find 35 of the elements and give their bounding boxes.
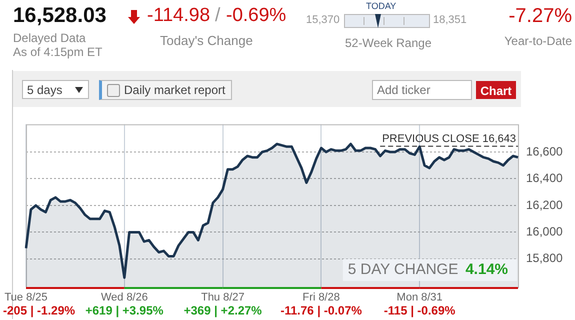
text: 15,370 bbox=[306, 14, 340, 26]
text: Daily market report bbox=[99, 80, 232, 100]
y-tick-label: 16,200 bbox=[526, 198, 564, 212]
ref-line-label: PREVIOUS CLOSE 16,643 bbox=[382, 132, 516, 145]
y-tick-label: 16,400 bbox=[526, 171, 564, 186]
text: -0.69% bbox=[226, 5, 286, 27]
annotation: 4.14% bbox=[465, 261, 508, 278]
x-tick-label: Tue 8/25 bbox=[4, 292, 48, 304]
x-tick-label: Mon 8/31 bbox=[396, 292, 443, 304]
text: / bbox=[215, 5, 220, 27]
text: Add ticker bbox=[372, 80, 472, 100]
text: Today's Change bbox=[160, 33, 253, 48]
text: Year-to-Date bbox=[504, 34, 572, 48]
text: Delayed Data bbox=[13, 31, 86, 45]
text: -7.27% bbox=[508, 5, 572, 28]
text: 16,528.03 bbox=[13, 4, 106, 28]
x-tick-label: Thu 8/27 bbox=[201, 292, 245, 304]
annotation: 5 DAY CHANGE bbox=[348, 261, 458, 278]
text: 52-Week Range bbox=[345, 36, 432, 50]
text: -11.76 | -0.07% bbox=[280, 303, 362, 318]
y-tick-label: 16,000 bbox=[526, 224, 564, 239]
text: TODAY bbox=[366, 1, 396, 11]
y-tick-label: 16,600 bbox=[526, 144, 564, 158]
text: -114.98 bbox=[147, 5, 210, 27]
x-tick-label: Fri 8/28 bbox=[302, 292, 340, 304]
text: -115 | -0.69% bbox=[384, 303, 456, 318]
text: 18,351 bbox=[433, 14, 467, 26]
text: +619 | +3.95% bbox=[85, 303, 164, 318]
text: As of 4:15pm ET bbox=[13, 45, 102, 59]
x-tick-label: Wed 8/26 bbox=[100, 292, 148, 304]
text: -205 | -1.29% bbox=[2, 303, 76, 318]
text: Chart bbox=[476, 81, 516, 99]
y-tick-label: 15,800 bbox=[526, 251, 564, 266]
text: 5 days bbox=[22, 80, 89, 99]
text: +369 | +2.27% bbox=[184, 303, 262, 318]
